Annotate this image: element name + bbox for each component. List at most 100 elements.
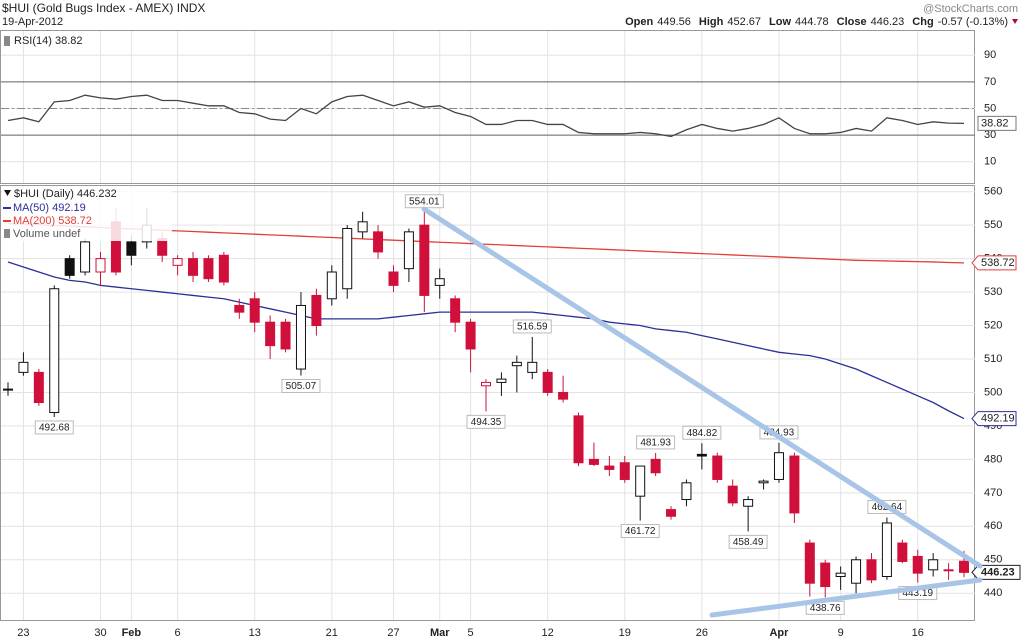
candle-body [188, 258, 199, 276]
x-tick-label: 26 [696, 627, 708, 639]
quote-value: 446.23 [871, 16, 905, 28]
candle-body [33, 371, 44, 403]
y-tick-label: 50 [984, 102, 996, 114]
annotation-box [682, 425, 722, 440]
x-tick-label: Apr [769, 627, 789, 639]
y-tick-label: 70 [984, 76, 996, 88]
candle-body [773, 452, 784, 480]
candle-body [727, 485, 738, 504]
candle-body [64, 258, 75, 276]
quote-value: -0.57 (-0.13%) [938, 16, 1008, 28]
moving-average [7, 261, 965, 420]
x-tick-label: 9 [838, 627, 844, 639]
last-value-label: 538.72 [981, 257, 1015, 269]
legend-icon [4, 190, 11, 196]
quote-label: Low [769, 16, 791, 28]
change-arrow [1012, 19, 1018, 24]
x-tick-label: Feb [122, 627, 142, 639]
candle-body [588, 458, 599, 465]
candle-body [157, 238, 168, 256]
candle-body [326, 271, 337, 300]
candle-body [635, 465, 646, 497]
annotation: 554.01 [409, 196, 440, 207]
candle-body [866, 559, 877, 581]
y-tick-label: 500 [984, 386, 1002, 398]
candle-body [959, 560, 969, 573]
rsi-line [7, 94, 965, 138]
candle-body [712, 455, 723, 480]
candle-body [80, 241, 91, 273]
y-tick-label: 550 [984, 219, 1002, 231]
x-tick-label: 23 [17, 627, 29, 639]
y-tick-label: 90 [984, 49, 996, 61]
candle-body [234, 304, 245, 313]
legend-label: MA(50) 492.19 [13, 202, 86, 214]
candle-body [280, 321, 291, 350]
candle-body [820, 562, 831, 588]
annotation: 481.93 [640, 438, 671, 449]
candle-body [804, 542, 815, 584]
rsi-label: RSI(14) 38.82 [14, 35, 82, 47]
annotation-box [466, 414, 506, 429]
candle-body [49, 288, 60, 414]
annotation: 458.49 [733, 537, 764, 548]
last-close-label: 446.23 [981, 566, 1015, 578]
y-tick-label: 460 [984, 520, 1002, 532]
candle-body [743, 499, 754, 507]
last-value-label: 492.19 [981, 413, 1015, 425]
annotation-box [728, 534, 768, 549]
candle-body [696, 453, 707, 457]
candle-body [573, 415, 584, 464]
date: 19-Apr-2012 [2, 16, 63, 28]
plot-layer: 23 30 Feb 6 13 21 27 Mar 5 12 19 26 Apr 9 16 10 30 50 70 90… [1, 31, 1021, 639]
rsi-icon [4, 36, 10, 46]
candle-body [481, 381, 491, 387]
candle-body [619, 462, 630, 480]
chart-title: $HUI (Gold Bugs Index - AMEX) INDX [2, 1, 205, 15]
candle-body [851, 559, 862, 584]
x-tick-label: 30 [94, 627, 106, 639]
y-tick-label: 560 [984, 186, 1002, 198]
rsi-value-box [977, 115, 1017, 131]
candle-body [373, 231, 384, 253]
last-value-box [971, 255, 1017, 271]
rsi-panel [0, 30, 975, 184]
annotation: 492.68 [39, 423, 70, 434]
candle-body [912, 555, 923, 574]
y-tick-label: 450 [984, 554, 1002, 566]
legend-title: $HUI (Daily) 446.232 [14, 188, 117, 200]
x-tick-label: 5 [468, 627, 474, 639]
quote-value: 444.78 [795, 16, 829, 28]
y-tick-label: 10 [984, 156, 996, 168]
x-tick-label: 27 [387, 627, 399, 639]
candle-body [496, 378, 507, 383]
legend-label: Volume undef [13, 228, 81, 240]
legend-label: MA(200) 538.72 [13, 215, 92, 227]
candle-body [527, 361, 538, 373]
candle-body [295, 304, 306, 370]
candle-body [450, 298, 461, 323]
annotation: 505.07 [286, 381, 317, 392]
candle-body [881, 522, 892, 578]
annotation-box [281, 378, 321, 393]
quote: Open 449.56 High 452.67 Low 444.78 Close 446.23… [625, 16, 1008, 28]
x-tick-label: 19 [619, 627, 631, 639]
x-tick-label: 6 [175, 627, 181, 639]
candle-body [172, 258, 183, 266]
candle-body [542, 371, 553, 393]
candle-body [342, 228, 353, 290]
candle-body [265, 321, 276, 347]
quote-value: 449.56 [657, 16, 691, 28]
quote-label: Chg [912, 16, 933, 28]
annotation: 461.72 [625, 526, 656, 537]
legend-icon [4, 229, 10, 238]
candle-body [789, 455, 800, 514]
x-tick-label: 13 [249, 627, 261, 639]
candle-body [434, 278, 445, 286]
quote-label: High [699, 16, 724, 28]
quote-label: Open [625, 16, 653, 28]
candle-body [3, 388, 13, 391]
candle-body [897, 542, 908, 562]
